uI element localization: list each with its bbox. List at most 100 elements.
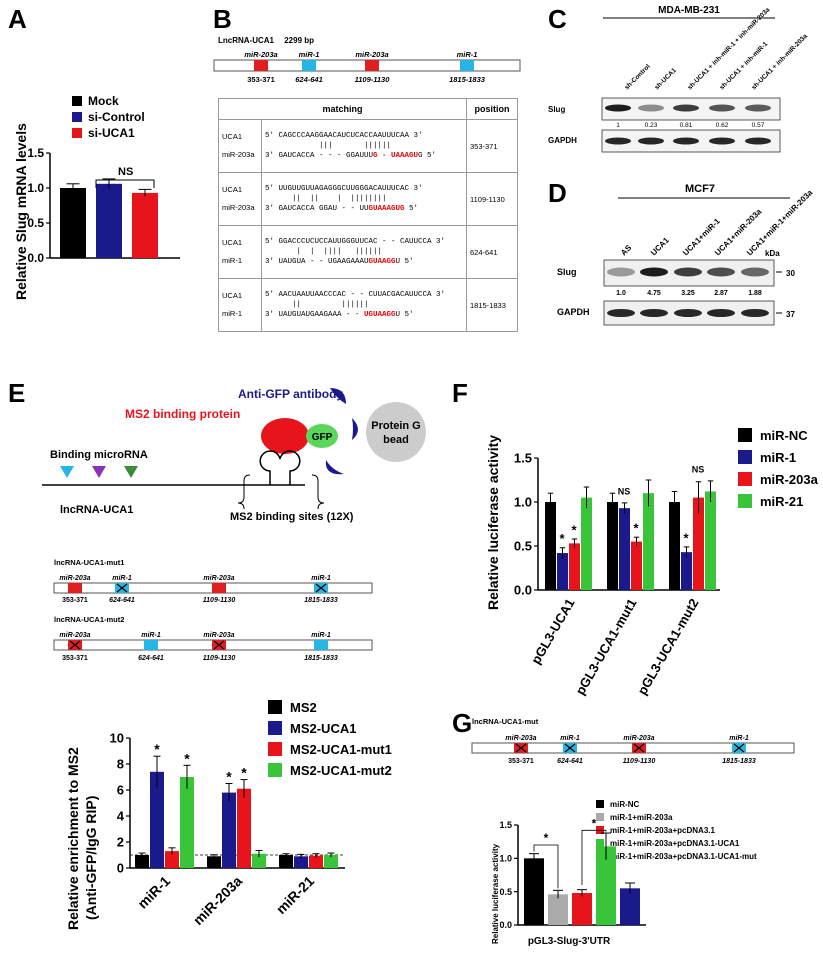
gapdh-band bbox=[605, 137, 631, 145]
panel-g-bar bbox=[524, 858, 544, 925]
legend-swatch-g-1 bbox=[596, 800, 604, 808]
seq-bottom: 3' GAUCACCA GGAU - - UUGUAAAGUG 5' bbox=[265, 205, 419, 213]
panel-f-ns: NS bbox=[692, 465, 705, 475]
panel-e-bar bbox=[309, 855, 323, 868]
legend-mir-203a: miR-203a bbox=[760, 472, 819, 487]
panel-g-star: * bbox=[592, 816, 597, 830]
panel-e-ms2bp-label: MS2 binding protein bbox=[125, 407, 240, 421]
slug-band bbox=[745, 104, 771, 112]
gapdh-band bbox=[709, 137, 735, 145]
mut2-site-4 bbox=[314, 640, 328, 650]
panel-g-site-4-name: miR-1 bbox=[729, 735, 749, 742]
mut2-site-2-name: miR-1 bbox=[141, 632, 161, 639]
panel-label-c: C bbox=[548, 4, 567, 34]
panel-g-bar bbox=[548, 894, 568, 925]
panel-c-value-5: 0.57 bbox=[752, 122, 765, 129]
seq-bars: | | |||| |||||| bbox=[265, 248, 383, 256]
mut2-site-2-pos: 624-641 bbox=[138, 655, 164, 662]
panel-label-g: G bbox=[452, 708, 473, 738]
panel-g-tick-label: 1.5 bbox=[499, 820, 512, 830]
panel-g-bar bbox=[572, 893, 592, 925]
panel-f-tick-label: 0.0 bbox=[514, 583, 532, 598]
panel-f-bar bbox=[631, 541, 642, 590]
panel-e-tick-label: 6 bbox=[117, 783, 124, 798]
panel-e-star: * bbox=[241, 765, 247, 781]
panel-c-bands bbox=[605, 104, 771, 145]
seq-bottom: 3' UAUGUAUGAAGAAA - - UGUAAGGU 5' bbox=[265, 311, 414, 319]
microrna-triangle-blue bbox=[60, 466, 74, 478]
legend-swatch-ms2-uca1-mut2 bbox=[268, 763, 282, 777]
legend-swatch-mock bbox=[72, 96, 82, 106]
gfp-label: GFP bbox=[312, 432, 333, 443]
panel-d-value-2: 4.75 bbox=[647, 290, 661, 297]
panel-b-site-3-pos: 1109-1130 bbox=[355, 75, 391, 84]
mut1-label: lncRNA-UCA1-mut1 bbox=[54, 558, 124, 567]
panel-b-site-2-pos: 624-641 bbox=[295, 75, 323, 84]
panel-e-tick-label: 4 bbox=[117, 809, 125, 824]
mut1-site-3-pos: 1109-1130 bbox=[203, 597, 236, 604]
gfp-shape bbox=[306, 424, 338, 448]
legend-ms2: MS2 bbox=[290, 700, 317, 715]
seq-top: 5' GGACCCUCUCCAUUGGGUUCAC - - CAUUCCA 3' bbox=[265, 238, 446, 246]
panel-e-ylabel-1: Relative enrichment to MS2 bbox=[65, 747, 81, 930]
gapdh-band bbox=[673, 137, 699, 145]
binding-microrna-label: Binding microRNA bbox=[50, 449, 148, 461]
panel-e-tick-label: 2 bbox=[117, 835, 124, 850]
panel-f-bar bbox=[619, 508, 630, 590]
panel-f-star: * bbox=[571, 522, 577, 537]
panel-e-bar bbox=[207, 856, 221, 868]
panel-c-value-3: 0.81 bbox=[680, 122, 693, 129]
mut2-site-3-name: miR-203a bbox=[203, 632, 234, 639]
mut1-x-icon-2 bbox=[315, 583, 327, 593]
legend-mock: Mock bbox=[88, 94, 119, 108]
panel-b-site-3-name: miR-203a bbox=[355, 50, 388, 59]
legend-ms2-uca1-mut2: MS2-UCA1-mut2 bbox=[290, 763, 392, 778]
panel-e-bar bbox=[252, 853, 266, 868]
panel-b-title: LncRNA-UCA1 2299 bp bbox=[218, 36, 314, 45]
panel-c-blot: MDA-MB-231 sh-Control sh-UCA1 sh-UCA1 + … bbox=[548, 5, 809, 153]
panel-e-bar bbox=[222, 792, 236, 868]
legend-swatch-mir-nc bbox=[738, 428, 752, 442]
seq-top: 5' UUGUUGUUAGAGGGCUUGGGACAUUUCAC 3' bbox=[265, 185, 423, 193]
panel-f-ns: NS bbox=[618, 487, 631, 497]
slug-band bbox=[638, 104, 664, 112]
panel-a-tick-label: 0.0 bbox=[27, 251, 44, 265]
legend-g-5: miR-1+miR-203a+pcDNA3.1-UCA1-mut bbox=[610, 852, 757, 861]
row-label-top: UCA1 bbox=[222, 238, 243, 247]
panel-b-site-4-name: miR-1 bbox=[457, 50, 478, 59]
panel-f-chart: miR-NC miR-1 miR-203a miR-21 Relative lu… bbox=[485, 428, 819, 697]
lnc-label: lncRNA-UCA1 bbox=[60, 504, 133, 516]
legend-swatch-mir-21 bbox=[738, 494, 752, 508]
panel-f-tick-label: 1.5 bbox=[514, 451, 532, 466]
panel-a-plot: 0.0 0.5 1.0 1.5 bbox=[27, 146, 180, 265]
panel-label-e: E bbox=[8, 378, 26, 408]
panel-g-tick-label: 0.0 bbox=[499, 920, 512, 930]
mut1-site-3-name: miR-203a bbox=[203, 575, 234, 582]
microrna-triangle-green bbox=[124, 466, 138, 478]
panel-f-bar bbox=[545, 502, 556, 590]
row-label-top: UCA1 bbox=[222, 291, 243, 300]
panel-g-tick-label: 1.0 bbox=[499, 853, 512, 863]
panel-c-value-2: 0.23 bbox=[645, 122, 658, 129]
legend-g-4: miR-1+miR-203a+pcDNA3.1-UCA1 bbox=[610, 839, 740, 848]
mut2-site-2 bbox=[144, 640, 158, 650]
panel-d-cell: MCF7 bbox=[685, 183, 715, 195]
panel-e-bar bbox=[237, 788, 251, 868]
panel-f-bar bbox=[705, 491, 716, 590]
panel-b-row-3: UCA1 miR-1 5' GGACCCUCUCCAUUGGGUUCAC - - … bbox=[218, 225, 518, 279]
panel-c-row-gapdh: GAPDH bbox=[548, 136, 577, 145]
mut2-site-4-pos: 1815-1833 bbox=[304, 655, 338, 662]
panel-e-antibody-label: Anti-GFP antibody bbox=[238, 387, 343, 401]
panel-g-mut-label: lncRNA-UCA1-mut bbox=[472, 717, 539, 726]
mut1-site-1-pos: 353-371 bbox=[62, 597, 88, 604]
legend-swatch-si-control bbox=[72, 112, 82, 122]
ms2-sites-label: MS2 binding sites (12X) bbox=[230, 511, 354, 523]
panel-label-b: B bbox=[213, 4, 232, 34]
panel-d-kda-30: 30 bbox=[786, 269, 795, 278]
legend-swatch-g-2 bbox=[596, 813, 604, 821]
panel-f-tick-label: 1.0 bbox=[514, 495, 532, 510]
slug-band bbox=[605, 104, 631, 112]
mut1-site-1 bbox=[68, 583, 82, 593]
legend-g-2: miR-1+miR-203a bbox=[610, 813, 673, 822]
panel-e-chart: MS2 MS2-UCA1 MS2-UCA1-mut1 MS2-UCA1-mut2… bbox=[65, 700, 392, 930]
